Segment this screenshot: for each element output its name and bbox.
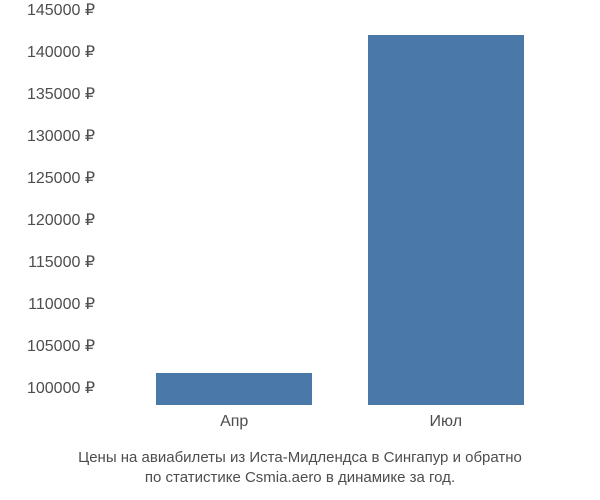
y-tick-label: 120000 ₽ [27,210,95,230]
price-chart: 100000 ₽ 105000 ₽ 110000 ₽ 115000 ₽ 120000 ₽… [0,0,600,500]
y-tick-label: 105000 ₽ [27,336,95,356]
bar-Июл [368,35,524,405]
x-axis: Апр Июл [110,410,570,440]
y-tick-label: 140000 ₽ [27,42,95,62]
y-tick-label: 115000 ₽ [28,252,95,272]
y-tick-label: 100000 ₽ [27,378,95,398]
bar-Апр [156,373,312,405]
y-tick-label: 130000 ₽ [27,126,95,146]
x-tick-label: Июл [430,413,462,431]
y-tick-label: 145000 ₽ [27,0,95,20]
x-tick-label: Апр [220,413,248,431]
y-tick-label: 110000 ₽ [28,294,95,314]
caption-line-1: Цены на авиабилеты из Иста-Мидлендса в С… [8,448,592,468]
chart-caption: Цены на авиабилеты из Иста-Мидлендса в С… [0,448,600,489]
caption-line-2: по статистике Csmia.aero в динамике за г… [8,468,592,488]
y-tick-label: 135000 ₽ [27,84,95,104]
bars-group [110,10,570,405]
plot-area [110,10,570,405]
y-tick-label: 125000 ₽ [27,168,95,188]
y-axis: 100000 ₽ 105000 ₽ 110000 ₽ 115000 ₽ 120000 ₽… [0,10,105,405]
